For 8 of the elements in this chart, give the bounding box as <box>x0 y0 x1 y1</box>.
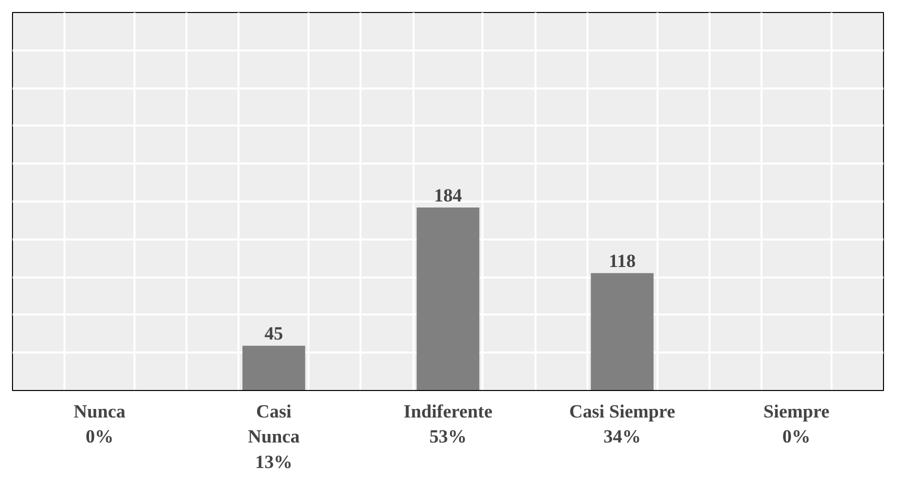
x-tick-label: Casi Siempre 34% <box>569 402 676 448</box>
data-label: 184 <box>434 185 462 206</box>
x-tick-label: Casi Nunca 13% <box>248 402 300 473</box>
x-tick-label: Siempre 0% <box>763 402 830 448</box>
data-label: 45 <box>264 324 284 345</box>
x-tick-label: Indiferente 53% <box>404 402 492 448</box>
x-tick-label: Nunca 0% <box>74 402 126 448</box>
data-label: 118 <box>608 251 636 272</box>
